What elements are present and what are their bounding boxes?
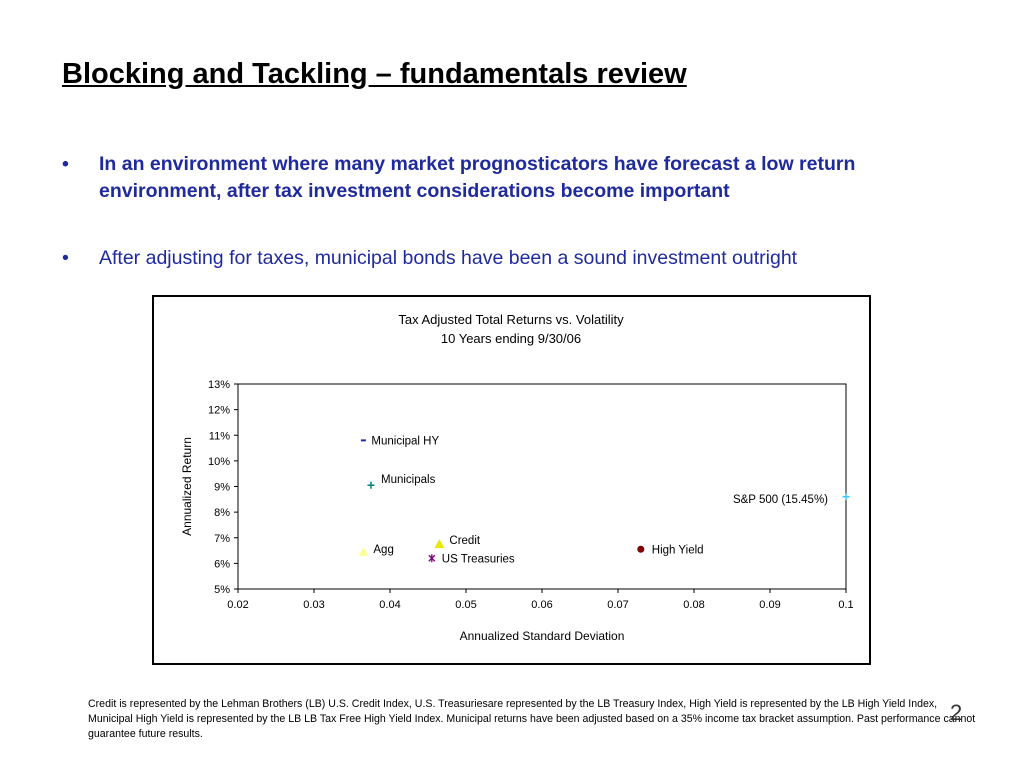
chart-frame: Tax Adjusted Total Returns vs. Volatilit…: [152, 295, 871, 665]
y-tick-label: 9%: [214, 482, 230, 494]
y-axis-label: Annualized Return: [180, 437, 194, 536]
scatter-chart: Tax Adjusted Total Returns vs. Volatilit…: [180, 312, 854, 643]
point-credit: [434, 539, 445, 549]
x-tick-label: 0.08: [683, 599, 704, 611]
x-tick-label: 0.09: [759, 599, 780, 611]
bullet-marker: •: [62, 153, 69, 175]
bullet-text: In an environment where many market prog…: [99, 153, 856, 202]
point-us-treasuries: [428, 554, 436, 563]
x-tick-label: 0.06: [531, 599, 552, 611]
point-label-municipal-hy: Municipal HY: [371, 435, 439, 447]
y-tick-label: 12%: [208, 405, 230, 417]
x-tick-label: 0.04: [379, 599, 400, 611]
x-tick-label: 0.1: [838, 599, 853, 611]
x-tick-label: 0.03: [303, 599, 324, 611]
point-label-high-yield: High Yield: [652, 544, 704, 556]
x-axis-label: Annualized Standard Deviation: [460, 629, 625, 643]
point-label-agg: Agg: [373, 544, 393, 556]
bullet-marker: •: [62, 247, 69, 269]
y-tick-label: 13%: [208, 379, 230, 391]
point-label-municipals: Municipals: [381, 474, 436, 486]
point-label-us-treasuries: US Treasuries: [442, 553, 515, 565]
x-tick-label: 0.02: [227, 599, 248, 611]
x-tick-label: 0.05: [455, 599, 476, 611]
y-tick-label: 5%: [214, 584, 230, 596]
footnote: Credit is represented by the Lehman Brot…: [88, 698, 976, 740]
bullet-text: After adjusting for taxes, municipal bon…: [99, 247, 798, 269]
chart-title: Tax Adjusted Total Returns vs. Volatilit…: [398, 312, 624, 327]
y-tick-label: 8%: [214, 507, 230, 519]
chart-subtitle: 10 Years ending 9/30/06: [441, 331, 581, 346]
point-label-s-p-500-15-45: S&P 500 (15.45%): [733, 494, 828, 506]
slide-title: Blocking and Tackling – fundamentals rev…: [62, 58, 687, 90]
y-tick-label: 11%: [209, 430, 230, 442]
y-tick-label: 7%: [214, 533, 230, 545]
point-municipals: [367, 481, 375, 489]
y-tick-label: 10%: [208, 456, 230, 468]
y-tick-label: 6%: [214, 558, 230, 570]
x-tick-label: 0.07: [607, 599, 628, 611]
page-number: 2: [950, 700, 963, 725]
point-s-p-500-15-45: [842, 493, 850, 501]
point-agg: [358, 546, 369, 556]
point-label-credit: Credit: [449, 535, 480, 547]
point-high-yield: [637, 545, 645, 553]
plot-area: [237, 383, 847, 590]
